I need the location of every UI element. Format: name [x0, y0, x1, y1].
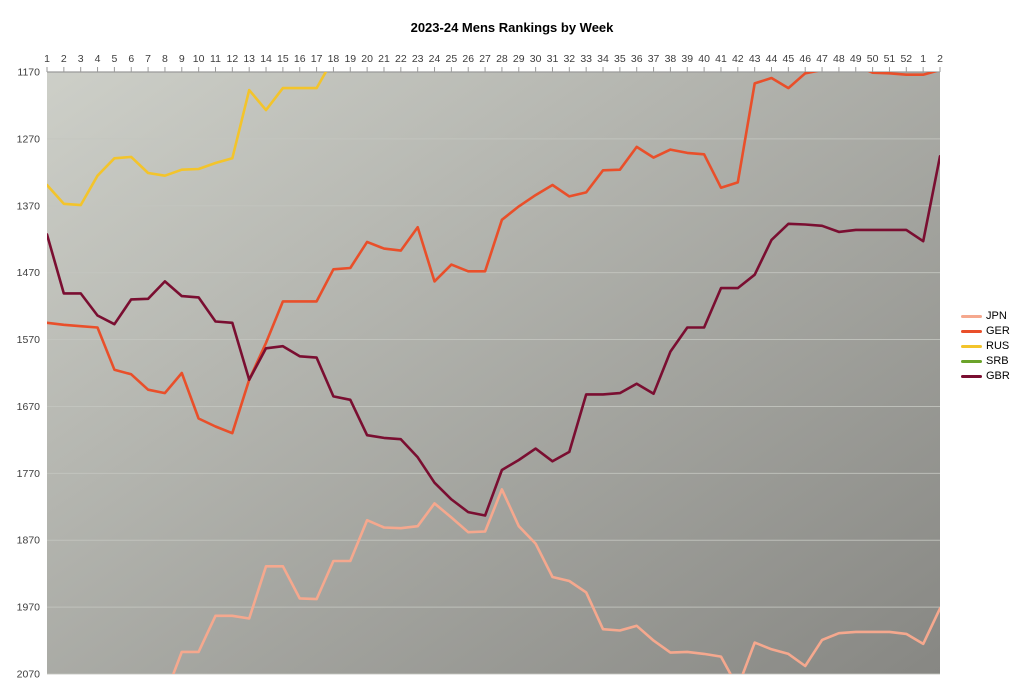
x-tick-label: 40	[698, 53, 710, 65]
y-tick-label: 1670	[17, 401, 41, 413]
series-line-ger	[47, 72, 938, 435]
legend-swatch-rus	[961, 345, 982, 348]
x-tick-label: 37	[648, 53, 660, 65]
x-tick-label: 10	[193, 53, 205, 65]
legend-item-gbr: GBR	[961, 369, 1010, 384]
x-tick-label: 17	[311, 53, 323, 65]
x-tick-label: 8	[162, 53, 168, 65]
y-tick-label: 1570	[17, 334, 41, 346]
x-tick-label: 49	[850, 53, 862, 65]
x-tick-label: 1	[44, 53, 50, 65]
x-tick-label: 42	[732, 53, 744, 65]
legend-swatch-jpn	[961, 315, 982, 318]
x-tick-label: 16	[294, 53, 306, 65]
x-tick-label: 45	[783, 53, 795, 65]
x-tick-label: 23	[412, 53, 424, 65]
legend-label-gbr: GBR	[986, 370, 1010, 382]
x-tick-label: 41	[715, 53, 727, 65]
x-tick-label: 47	[816, 53, 828, 65]
x-tick-label: 33	[580, 53, 592, 65]
y-tick-label: 1970	[17, 602, 41, 614]
x-tick-label: 36	[631, 53, 643, 65]
x-tick-label: 43	[749, 53, 761, 65]
x-tick-label: 2	[61, 53, 67, 65]
x-tick-label: 14	[260, 53, 272, 65]
x-axis-ticks	[46, 67, 941, 72]
legend-label-rus: RUS	[986, 340, 1010, 352]
x-tick-label: 28	[496, 53, 508, 65]
x-axis-labels: 1 2 3 4 5 6 7 8 9 10 11 12 13 14 15 16 17 18 19 20 21 22 23 24 2…	[44, 53, 943, 65]
x-tick-label: 46	[799, 53, 811, 65]
y-tick-label: 1270	[17, 133, 41, 145]
x-tick-label: 39	[681, 53, 693, 65]
plot-background	[47, 72, 940, 674]
x-tick-label: 1	[920, 53, 926, 65]
legend-item-srb: SRB	[961, 354, 1010, 369]
x-tick-label: 11	[210, 53, 221, 65]
x-tick-label: 52	[900, 53, 912, 65]
legend-swatch-ger	[961, 330, 982, 333]
x-tick-label: 27	[479, 53, 491, 65]
legend-label-ger: GER	[986, 325, 1010, 337]
legend-swatch-gbr	[961, 375, 982, 378]
x-tick-label: 19	[344, 53, 356, 65]
x-tick-label: 6	[128, 53, 134, 65]
x-tick-label: 15	[277, 53, 289, 65]
legend-item-ger: GER	[961, 324, 1010, 339]
series-segment-jpn	[171, 488, 940, 674]
series-segment-ger	[47, 72, 938, 435]
x-tick-label: 48	[833, 53, 845, 65]
y-tick-label: 1770	[17, 468, 41, 480]
x-tick-label: 25	[446, 53, 458, 65]
x-tick-label: 12	[226, 53, 238, 65]
x-tick-label: 9	[179, 53, 185, 65]
x-tick-label: 24	[429, 53, 441, 65]
legend-item-rus: RUS	[961, 339, 1010, 354]
x-tick-label: 3	[78, 53, 84, 65]
legend: JPN GER RUS SRB GBR	[961, 309, 1010, 384]
legend-item-jpn: JPN	[961, 309, 1010, 324]
x-tick-label: 51	[884, 53, 896, 65]
y-tick-label: 1470	[17, 267, 41, 279]
x-tick-label: 30	[530, 53, 542, 65]
x-tick-label: 21	[378, 53, 390, 65]
x-tick-label: 35	[614, 53, 626, 65]
y-tick-label: 2070	[17, 669, 41, 681]
x-tick-label: 2	[937, 53, 943, 65]
x-tick-label: 4	[95, 53, 101, 65]
x-tick-label: 38	[665, 53, 677, 65]
y-tick-label: 1370	[17, 200, 41, 212]
series-segment-rus	[47, 72, 328, 207]
series-line-rus	[47, 72, 328, 207]
x-tick-label: 32	[563, 53, 575, 65]
x-tick-label: 18	[328, 53, 340, 65]
legend-swatch-srb	[961, 360, 982, 363]
x-tick-label: 50	[867, 53, 879, 65]
x-tick-label: 5	[111, 53, 117, 65]
y-tick-label: 1170	[17, 67, 40, 79]
y-tick-label: 1870	[17, 535, 41, 547]
series-line-gbr	[47, 155, 940, 517]
legend-label-jpn: JPN	[986, 310, 1007, 322]
x-tick-label: 20	[361, 53, 373, 65]
x-tick-label: 44	[766, 53, 778, 65]
x-tick-label: 7	[145, 53, 151, 65]
x-tick-label: 26	[462, 53, 474, 65]
y-axis-labels: 1170 1270 1370 1470 1570 1670 1770 1870 1970 2070	[17, 67, 41, 681]
x-tick-label: 31	[547, 53, 559, 65]
x-tick-label: 34	[597, 53, 609, 65]
legend-label-srb: SRB	[986, 355, 1009, 367]
series-line-jpn	[171, 488, 940, 674]
x-tick-label: 29	[513, 53, 525, 65]
x-tick-label: 13	[243, 53, 255, 65]
chart-title: 2023-24 Mens Rankings by Week	[410, 20, 614, 35]
x-tick-label: 22	[395, 53, 407, 65]
series-segment-gbr	[47, 155, 940, 517]
